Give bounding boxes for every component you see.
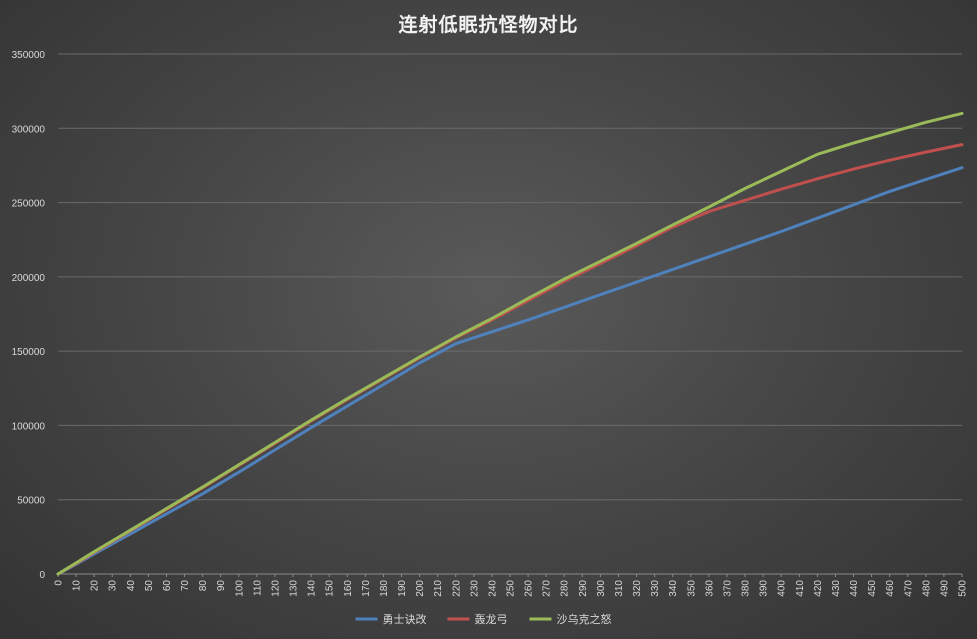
x-tick-label: 10	[72, 580, 83, 592]
x-tick-label: 500	[958, 580, 969, 597]
x-tick-label: 30	[108, 580, 119, 592]
x-tick-label: 430	[831, 580, 842, 597]
x-tick-label: 470	[903, 580, 914, 597]
series-lines	[56, 111, 964, 576]
x-tick-label: 110	[252, 580, 263, 596]
x-tick-label: 280	[560, 580, 571, 597]
legend-label: 勇士诀改	[383, 612, 427, 626]
y-axis: 0 50000 100000 150000 200000 250000 300000 3500…	[12, 50, 46, 581]
x-tick-label: 370	[722, 580, 733, 597]
y-tick-label: 150000	[12, 347, 46, 358]
series-line	[56, 111, 964, 576]
x-tick-label: 450	[867, 580, 878, 597]
x-tick-label: 20	[90, 580, 101, 592]
x-tick-label: 480	[921, 580, 932, 597]
x-tick-label: 40	[126, 580, 137, 592]
x-tick-label: 350	[686, 580, 697, 597]
series-line	[56, 166, 964, 576]
gridlines	[58, 53, 962, 575]
x-tick-label: 260	[524, 580, 535, 597]
x-tick-label: 460	[885, 580, 896, 597]
x-tick-label: 410	[795, 580, 806, 597]
x-tick-label: 490	[939, 580, 950, 597]
x-tick-label: 420	[813, 580, 824, 597]
legend-label: 沙乌克之怒	[557, 612, 612, 626]
x-tick-label: 440	[849, 580, 860, 597]
y-tick-label: 50000	[17, 496, 45, 507]
x-axis: 0 10 20 30 40 50 60 70 80 90 100 110 120 130 140 150 160…	[54, 573, 969, 597]
y-tick-label: 350000	[12, 50, 46, 61]
x-tick-label: 90	[216, 580, 227, 592]
x-tick-label: 180	[379, 580, 390, 597]
y-tick-label: 100000	[12, 421, 46, 432]
x-tick-label: 190	[397, 580, 408, 597]
x-tick-label: 200	[415, 580, 426, 597]
x-tick-label: 170	[361, 580, 372, 597]
x-tick-label: 330	[650, 580, 661, 597]
x-tick-label: 230	[469, 580, 480, 597]
x-tick-label: 320	[632, 580, 643, 597]
x-tick-label: 400	[777, 580, 788, 597]
x-tick-label: 390	[759, 580, 770, 597]
x-tick-label: 240	[487, 580, 498, 597]
x-tick-label: 210	[433, 580, 444, 597]
x-tick-label: 70	[180, 580, 191, 592]
x-tick-label: 100	[234, 580, 245, 597]
x-tick-label: 380	[741, 580, 752, 597]
x-tick-label: 250	[506, 580, 517, 597]
chart-title: 连射低眠抗怪物对比	[398, 14, 579, 36]
legend-label: 轰龙弓	[475, 612, 508, 626]
x-tick-label: 360	[704, 580, 715, 597]
x-tick-label: 310	[614, 580, 625, 597]
x-tick-label: 50	[144, 580, 155, 592]
x-tick-label: 290	[578, 580, 589, 597]
x-tick-label: 270	[542, 580, 553, 597]
x-tick-label: 160	[343, 580, 354, 597]
legend: 勇士诀改 轰龙弓 沙乌克之怒	[355, 612, 612, 626]
x-tick-label: 220	[451, 580, 462, 597]
x-tick-label: 300	[596, 580, 607, 597]
y-tick-label: 300000	[12, 124, 46, 135]
x-tick-label: 340	[668, 580, 679, 597]
series-line	[56, 143, 964, 576]
x-tick-label: 140	[307, 580, 318, 597]
x-tick-label: 60	[162, 580, 173, 592]
x-tick-label: 150	[325, 580, 336, 597]
y-tick-label: 250000	[12, 199, 46, 210]
x-tick-label: 130	[289, 580, 300, 597]
x-tick-label: 0	[54, 580, 65, 586]
x-tick-label: 120	[270, 580, 281, 597]
y-tick-label: 0	[39, 570, 45, 581]
x-tick-label: 80	[198, 580, 209, 592]
y-tick-label: 200000	[12, 273, 46, 284]
